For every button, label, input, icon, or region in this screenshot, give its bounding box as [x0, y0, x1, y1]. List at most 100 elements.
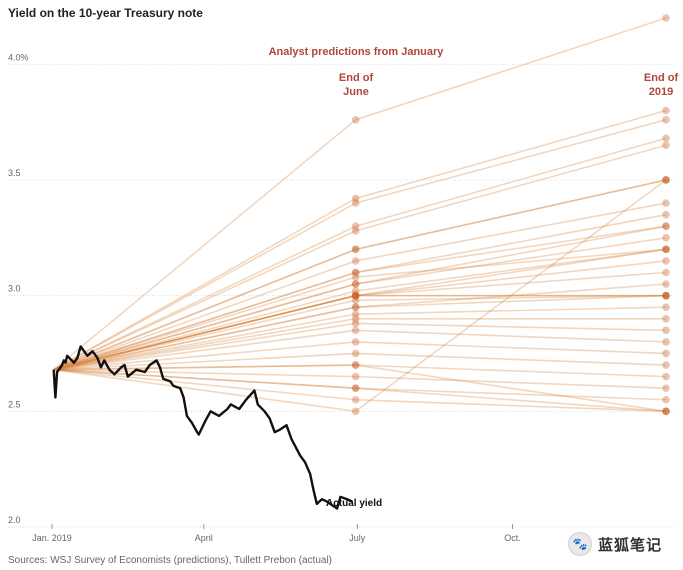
forecast-line-26: [53, 364, 667, 378]
year-end-forecast-dot-4: [662, 141, 670, 150]
y-tick-label-4: 2.0: [8, 515, 21, 525]
year-end-forecast-dot-3: [662, 134, 670, 143]
year-end-forecast-dot-23: [662, 338, 670, 346]
year-end-forecast-dot-12: [662, 245, 670, 254]
predictions-header: Analyst predictions from January: [269, 46, 445, 58]
actual-yield-line: [52, 345, 353, 510]
forecast-line-2: [53, 119, 667, 371]
x-tick-label-1: April: [195, 533, 213, 543]
forecast-line-31: [53, 179, 667, 413]
year-end-forecast-dot-30: [662, 407, 670, 416]
june-forecast-dot-1: [351, 194, 360, 203]
forecast-line-3: [53, 137, 667, 371]
forecast-line-13: [53, 248, 667, 371]
june-forecast-dot-22: [351, 319, 360, 328]
watermark-text: 蓝狐笔记: [598, 535, 663, 554]
june-forecast-dot-6: [351, 245, 360, 254]
year-end-forecast-dot-20: [662, 303, 670, 312]
june-forecast-dot-21: [351, 314, 360, 323]
year-end-forecast-dot-28: [662, 395, 670, 404]
year-end-forecast-dot-17: [662, 291, 670, 300]
y-tick-label-0: 4.0%: [8, 52, 29, 62]
year-end-forecast-dot-11: [662, 233, 670, 242]
year-end-label-line2: 2019: [649, 86, 673, 98]
june-forecast-dot-3: [351, 222, 360, 231]
x-tick-label-2: July: [349, 533, 366, 543]
forecast-line-28: [53, 368, 667, 401]
paw-icon: 🐾: [568, 532, 592, 556]
june-forecast-dot-0: [351, 116, 360, 124]
forecast-line-27: [53, 368, 667, 389]
june-forecast-dot-10: [351, 280, 360, 288]
year-end-forecast-dot-31: [662, 176, 670, 184]
june-forecast-dot-20: [351, 310, 360, 318]
x-axis-ticks: Jan. 2019 April July Oct.: [32, 524, 521, 543]
forecast-line-20: [53, 306, 667, 371]
june-forecast-dot-31: [351, 407, 360, 416]
year-end-forecast-dot-18: [662, 291, 670, 300]
forecast-line-6: [53, 179, 667, 371]
year-end-forecast-dot-25: [662, 361, 670, 369]
year-end-forecast-dot-0: [662, 14, 670, 22]
june-forecast-dot-28: [351, 384, 360, 392]
june-forecast-dot-18: [351, 303, 360, 312]
june-forecast-dot-26: [351, 361, 360, 369]
y-tick-label-3: 2.5: [8, 399, 21, 409]
year-end-forecast-dot-24: [662, 349, 670, 358]
forecast-line-30: [53, 368, 667, 413]
forecast-line-17: [53, 294, 666, 371]
june-forecast-dot-5: [351, 245, 360, 254]
actual-yield-label: Actual yield: [326, 498, 382, 509]
june-label-line1: End of: [339, 72, 374, 84]
year-end-forecast-dot-5: [662, 176, 670, 184]
june-forecast-dot-27: [351, 372, 360, 381]
june-forecast-dot-2: [351, 199, 360, 207]
year-end-forecast-dot-9: [662, 222, 670, 231]
year-end-forecast-dot-1: [662, 106, 670, 115]
year-end-forecast-dot-2: [662, 116, 670, 124]
year-end-forecast-dot-7: [662, 199, 670, 207]
chart-title: Yield on the 10-year Treasury note: [8, 6, 203, 20]
june-forecast-dot-12: [351, 287, 360, 295]
year-end-forecast-dot-33: [662, 291, 670, 300]
june-forecast-dot-13: [351, 291, 360, 300]
june-forecast-dot-25: [351, 349, 360, 358]
june-forecast-dot-32: [351, 361, 360, 369]
forecast-line-7: [53, 202, 667, 371]
june-forecast-dot-29: [351, 384, 360, 392]
june-forecast-dot-9: [351, 268, 360, 277]
forecast-line-23: [53, 329, 667, 371]
june-forecast-dot-23: [351, 326, 360, 335]
june-forecast-dot-33: [351, 296, 360, 305]
june-forecast-dot-34: [351, 273, 360, 281]
x-tick-label-3: Oct.: [504, 533, 521, 543]
june-forecast-dot-19: [351, 303, 360, 312]
y-axis-ticks: 4.0% 3.5 3.0 2.5 2.0: [8, 52, 29, 525]
june-forecast-dot-8: [351, 268, 360, 277]
forecast-lines: [53, 17, 667, 413]
june-label-line2: June: [343, 86, 369, 98]
year-end-forecast-dot-26: [662, 372, 670, 381]
year-end-forecast-dot-6: [662, 176, 670, 184]
forecast-line-18: [53, 294, 667, 371]
forecast-line-24: [53, 341, 667, 371]
year-end-forecast-dot-8: [662, 210, 670, 219]
forecast-line-14: [53, 260, 667, 371]
june-forecast-dot-11: [351, 280, 360, 288]
june-forecast-dot-7: [351, 257, 360, 265]
x-tick-label-0: Jan. 2019: [32, 533, 72, 543]
forecast-line-19: [53, 283, 667, 371]
forecast-line-10: [53, 225, 667, 371]
june-forecast-dot-15: [351, 291, 360, 300]
source-note: Sources: WSJ Survey of Economists (predi…: [8, 555, 333, 566]
june-forecast-dot-30: [351, 395, 360, 404]
june-forecast-dot-17: [351, 291, 360, 300]
year-end-forecast-dot-29: [662, 407, 670, 416]
year-end-forecast-dot-10: [662, 222, 670, 231]
forecast-line-12: [53, 248, 667, 371]
forecast-line-8: [53, 213, 667, 371]
forecast-line-15: [53, 271, 667, 371]
forecast-line-21: [53, 317, 666, 371]
grid-lines: [8, 63, 676, 528]
